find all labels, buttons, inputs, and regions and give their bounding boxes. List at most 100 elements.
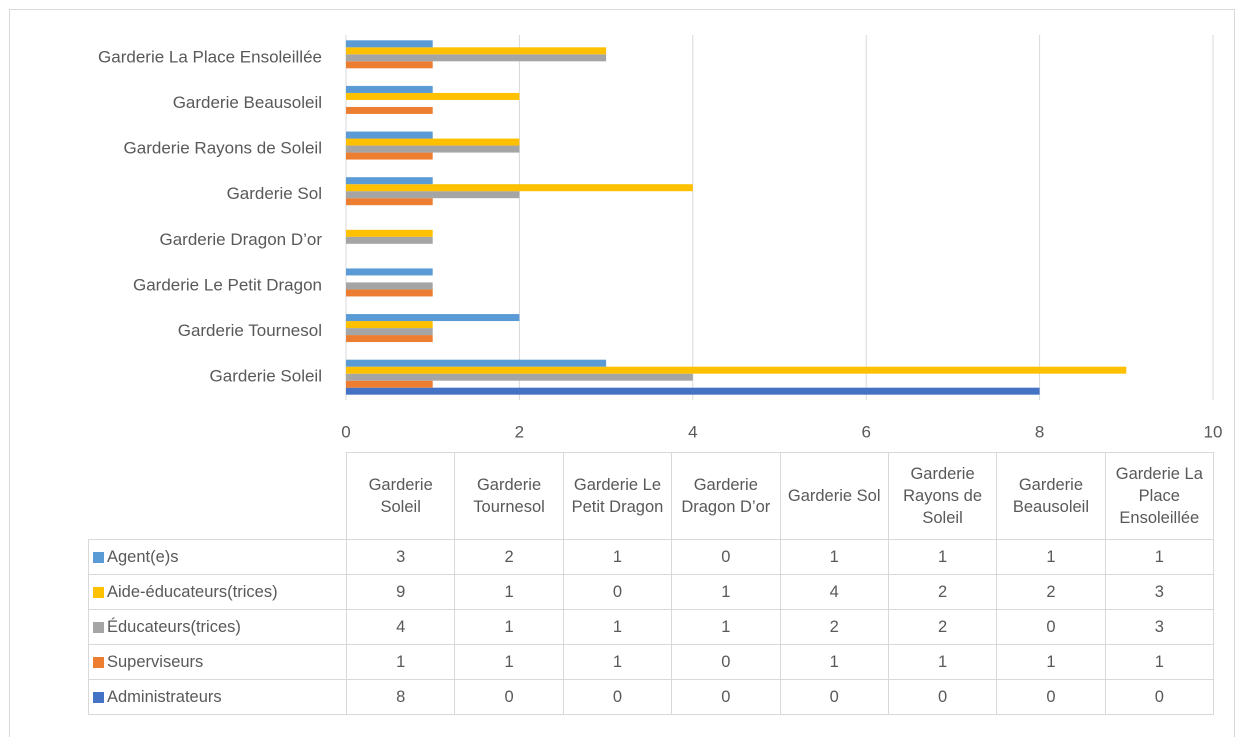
bar (346, 191, 520, 199)
row-label: Agent(e)s (88, 539, 347, 575)
x-tick-label: 0 (341, 422, 350, 441)
bar (346, 387, 1040, 395)
bar (346, 380, 433, 388)
table-value: 2 (779, 609, 889, 645)
data-row: Administrateurs 8 0 0 0 0 0 0 0 (88, 679, 1215, 715)
y-tick-label: Garderie Rayons de Soleil (124, 139, 322, 158)
table-value: 0 (671, 644, 781, 680)
bar (346, 106, 433, 114)
bar (346, 229, 433, 237)
table-value: 1 (1104, 539, 1215, 575)
x-tick-label: 10 (1204, 422, 1223, 441)
table-value: 1 (996, 539, 1106, 575)
column-header: Garderie Sol (779, 452, 889, 540)
table-value: 1 (454, 574, 564, 610)
bar (346, 198, 433, 206)
row-label: Éducateurs(trices) (88, 609, 347, 645)
data-table: Garderie Soleil Garderie Tournesol Garderi… (88, 452, 1215, 715)
data-row: Aide-éducateurs(trices) 9 1 0 1 4 2 2 3 (88, 574, 1215, 610)
table-value: 0 (779, 679, 889, 715)
table-value: 1 (779, 644, 889, 680)
bar (346, 236, 433, 244)
y-tick-label: Garderie Le Petit Dragon (133, 275, 322, 294)
table-value: 2 (454, 539, 564, 575)
table-value: 1 (887, 644, 998, 680)
bar (346, 152, 433, 160)
row-label: Aide-éducateurs(trices) (88, 574, 347, 610)
column-header: Garderie Beausoleil (996, 452, 1106, 540)
table-value: 1 (562, 539, 673, 575)
table-value: 1 (671, 609, 781, 645)
legend-label: Aide-éducateurs(trices) (107, 583, 278, 601)
table-value: 1 (779, 539, 889, 575)
x-tick-label: 4 (688, 422, 697, 441)
header-row: Garderie Soleil Garderie Tournesol Garderi… (88, 452, 1215, 540)
column-header: Garderie Le Petit Dragon (562, 452, 673, 540)
table-value: 0 (671, 539, 781, 575)
table-value: 1 (345, 644, 456, 680)
table-value: 4 (779, 574, 889, 610)
table-value: 3 (345, 539, 456, 575)
bar (346, 321, 433, 329)
y-tick-label: Garderie Dragon D’or (159, 230, 322, 249)
table-value: 0 (1104, 679, 1215, 715)
bar (346, 47, 607, 55)
x-tick-label: 6 (861, 422, 870, 441)
table-value: 8 (345, 679, 456, 715)
table-value: 1 (562, 609, 673, 645)
column-header: Garderie Soleil (345, 452, 456, 540)
table-value: 1 (454, 644, 564, 680)
table-value: 0 (996, 609, 1106, 645)
legend-label: Agent(e)s (107, 548, 179, 566)
legend-swatch (93, 657, 104, 668)
row-label: Administrateurs (88, 679, 347, 715)
column-header: Garderie Dragon D’or (671, 452, 781, 540)
column-header: Garderie Rayons de Soleil (887, 452, 998, 540)
row-label: Superviseurs (88, 644, 347, 680)
table-value: 3 (1104, 609, 1215, 645)
table-value: 0 (454, 679, 564, 715)
table-value: 0 (671, 679, 781, 715)
bar (346, 145, 520, 153)
y-tick-label: Garderie Soleil (210, 367, 322, 386)
bar (346, 328, 433, 336)
bar (346, 85, 433, 93)
table-value: 1 (454, 609, 564, 645)
data-row: Superviseurs 1 1 1 0 1 1 1 1 (88, 644, 1215, 680)
blank-cell (88, 452, 347, 540)
table-value: 1 (562, 644, 673, 680)
bar (346, 138, 520, 146)
bar (346, 373, 693, 381)
table-value: 1 (887, 539, 998, 575)
table-value: 0 (562, 574, 673, 610)
table-value: 9 (345, 574, 456, 610)
table-value: 0 (996, 679, 1106, 715)
bar (346, 61, 433, 69)
data-row: Éducateurs(trices) 4 1 1 1 2 2 0 3 (88, 609, 1215, 645)
data-row: Agent(e)s 3 2 1 0 1 1 1 1 (88, 539, 1215, 575)
table-value: 1 (1104, 644, 1215, 680)
bar (346, 184, 693, 192)
bar (346, 54, 607, 62)
table-value: 0 (562, 679, 673, 715)
legend-label: Administrateurs (107, 688, 222, 706)
bar (346, 177, 433, 185)
legend-swatch (93, 692, 104, 703)
legend-swatch (93, 587, 104, 598)
table-value: 2 (887, 574, 998, 610)
bar (346, 366, 1127, 374)
legend-swatch (93, 552, 104, 563)
bar (346, 335, 433, 343)
y-tick-label: Garderie Tournesol (178, 321, 322, 340)
table-value: 3 (1104, 574, 1215, 610)
table-value: 1 (671, 574, 781, 610)
bar (346, 359, 607, 367)
x-tick-label: 8 (1035, 422, 1044, 441)
legend-label: Éducateurs(trices) (107, 618, 241, 636)
table-value: 0 (887, 679, 998, 715)
bar (346, 131, 433, 139)
bar (346, 92, 520, 100)
y-tick-label: Garderie Sol (227, 184, 322, 203)
bar (346, 40, 433, 48)
bar (346, 282, 433, 290)
